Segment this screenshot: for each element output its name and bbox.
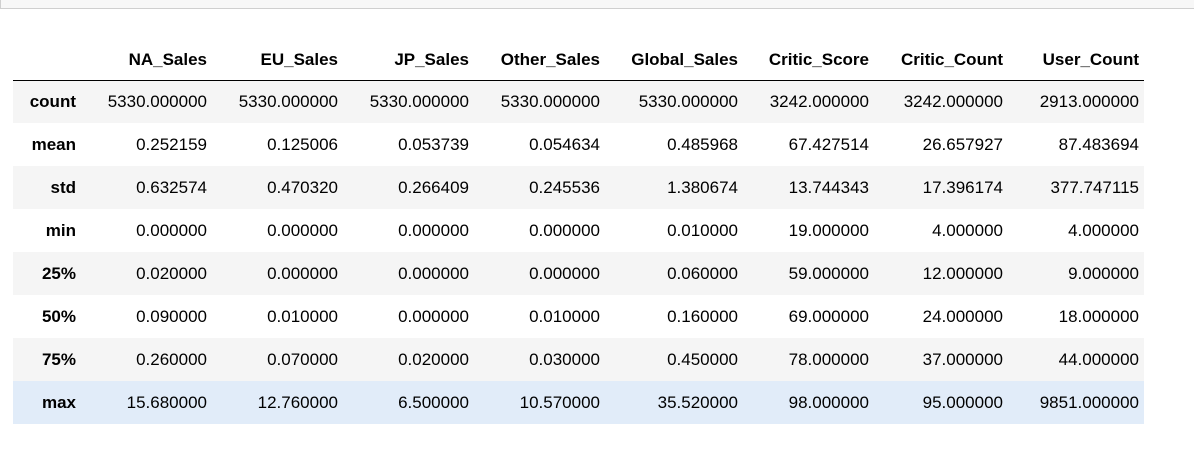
row-index-label: 25%: [41, 263, 76, 283]
table-cell: 9851.000000: [1039, 392, 1139, 412]
table-cell: 0.030000: [529, 349, 600, 369]
table-cell: 37.000000: [922, 349, 1003, 369]
table-cell: 3242.000000: [769, 91, 869, 111]
table-cell: 0.160000: [667, 306, 738, 326]
table-row: min 0.000000 0.000000 0.000000 0.000000 …: [13, 209, 1144, 252]
table-cell: 1.380674: [667, 177, 738, 197]
table-cell: 44.000000: [1058, 349, 1139, 369]
column-header: Critic_Count: [874, 40, 1008, 81]
table-body: count 5330.000000 5330.000000 5330.00000…: [13, 80, 1144, 424]
table-cell: 4.000000: [1068, 220, 1139, 240]
table-row: 25% 0.020000 0.000000 0.000000 0.000000 …: [13, 252, 1144, 295]
table-cell: 95.000000: [922, 392, 1003, 412]
table-row: 50% 0.090000 0.010000 0.000000 0.010000 …: [13, 295, 1144, 338]
table-cell: 4.000000: [932, 220, 1003, 240]
table-cell: 9.000000: [1068, 263, 1139, 283]
table-row: count 5330.000000 5330.000000 5330.00000…: [13, 80, 1144, 123]
table-row: 75% 0.260000 0.070000 0.020000 0.030000 …: [13, 338, 1144, 381]
table-cell: 67.427514: [788, 134, 869, 154]
table-cell: 0.260000: [136, 349, 207, 369]
table-row-hovered: max 15.680000 12.760000 6.500000 10.5700…: [13, 381, 1144, 424]
table-cell: 0.000000: [398, 306, 469, 326]
table-cell: 26.657927: [922, 134, 1003, 154]
column-header: Global_Sales: [605, 40, 743, 81]
table-cell: 0.245536: [529, 177, 600, 197]
table-cell: 69.000000: [788, 306, 869, 326]
table-cell: 87.483694: [1058, 134, 1139, 154]
row-index-label: std: [50, 177, 77, 197]
index-header: [13, 40, 81, 81]
table-cell: 0.000000: [398, 220, 469, 240]
table-cell: 12.000000: [922, 263, 1003, 283]
column-header: Critic_Score: [743, 40, 874, 81]
table-cell: 0.000000: [398, 263, 469, 283]
table-cell: 98.000000: [788, 392, 869, 412]
table-cell: 0.125006: [267, 134, 338, 154]
table-cell: 0.000000: [529, 263, 600, 283]
table-cell: 0.010000: [267, 306, 338, 326]
table-cell: 0.053739: [398, 134, 469, 154]
table-cell: 0.020000: [136, 263, 207, 283]
table-cell: 5330.000000: [238, 91, 338, 111]
table-cell: 13.744343: [788, 177, 869, 197]
column-header: NA_Sales: [81, 40, 212, 81]
table-cell: 0.266409: [398, 177, 469, 197]
row-index-label: max: [41, 392, 76, 412]
column-header: JP_Sales: [343, 40, 474, 81]
table-cell: 0.470320: [267, 177, 338, 197]
table-header: NA_Sales EU_Sales JP_Sales Other_Sales G…: [13, 40, 1144, 81]
table-cell: 0.000000: [136, 220, 207, 240]
table-cell: 0.020000: [398, 349, 469, 369]
cell-output-area: NA_Sales EU_Sales JP_Sales Other_Sales G…: [13, 40, 1144, 424]
table-cell: 5330.000000: [638, 91, 738, 111]
table-cell: 0.090000: [136, 306, 207, 326]
table-cell: 24.000000: [922, 306, 1003, 326]
table-cell: 12.760000: [257, 392, 338, 412]
table-cell: 3242.000000: [903, 91, 1003, 111]
column-header: Other_Sales: [474, 40, 605, 81]
table-cell: 18.000000: [1058, 306, 1139, 326]
table-cell: 2913.000000: [1039, 91, 1139, 111]
row-index-label: 50%: [41, 306, 76, 326]
table-row: std 0.632574 0.470320 0.266409 0.245536 …: [13, 166, 1144, 209]
table-cell: 0.450000: [667, 349, 738, 369]
table-cell: 10.570000: [519, 392, 600, 412]
row-index-label: count: [29, 91, 76, 111]
table-cell: 377.747115: [1050, 177, 1139, 197]
table-cell: 0.632574: [136, 177, 207, 197]
table-cell: 0.252159: [136, 134, 207, 154]
dataframe-describe-table: NA_Sales EU_Sales JP_Sales Other_Sales G…: [13, 40, 1144, 424]
table-cell: 6.500000: [398, 392, 469, 412]
table-cell: 5330.000000: [369, 91, 469, 111]
table-cell: 0.000000: [267, 263, 338, 283]
table-cell: 15.680000: [126, 392, 207, 412]
row-index-label: 75%: [41, 349, 76, 369]
table-cell: 0.010000: [529, 306, 600, 326]
header-row: NA_Sales EU_Sales JP_Sales Other_Sales G…: [13, 40, 1144, 81]
table-cell: 59.000000: [788, 263, 869, 283]
table-cell: 0.000000: [267, 220, 338, 240]
row-index-label: min: [45, 220, 76, 240]
column-header: User_Count: [1008, 40, 1144, 81]
table-cell: 78.000000: [788, 349, 869, 369]
table-cell: 19.000000: [788, 220, 869, 240]
table-cell: 0.010000: [667, 220, 738, 240]
table-cell: 0.054634: [529, 134, 600, 154]
previous-cell-edge: [0, 0, 1194, 9]
table-cell: 35.520000: [657, 392, 738, 412]
table-cell: 0.485968: [667, 134, 738, 154]
column-header: EU_Sales: [212, 40, 343, 81]
row-index-label: mean: [31, 134, 76, 154]
table-cell: 0.070000: [267, 349, 338, 369]
table-cell: 0.000000: [529, 220, 600, 240]
table-cell: 17.396174: [922, 177, 1003, 197]
table-cell: 5330.000000: [500, 91, 600, 111]
table-cell: 5330.000000: [107, 91, 207, 111]
table-cell: 0.060000: [667, 263, 738, 283]
table-row: mean 0.252159 0.125006 0.053739 0.054634…: [13, 123, 1144, 166]
